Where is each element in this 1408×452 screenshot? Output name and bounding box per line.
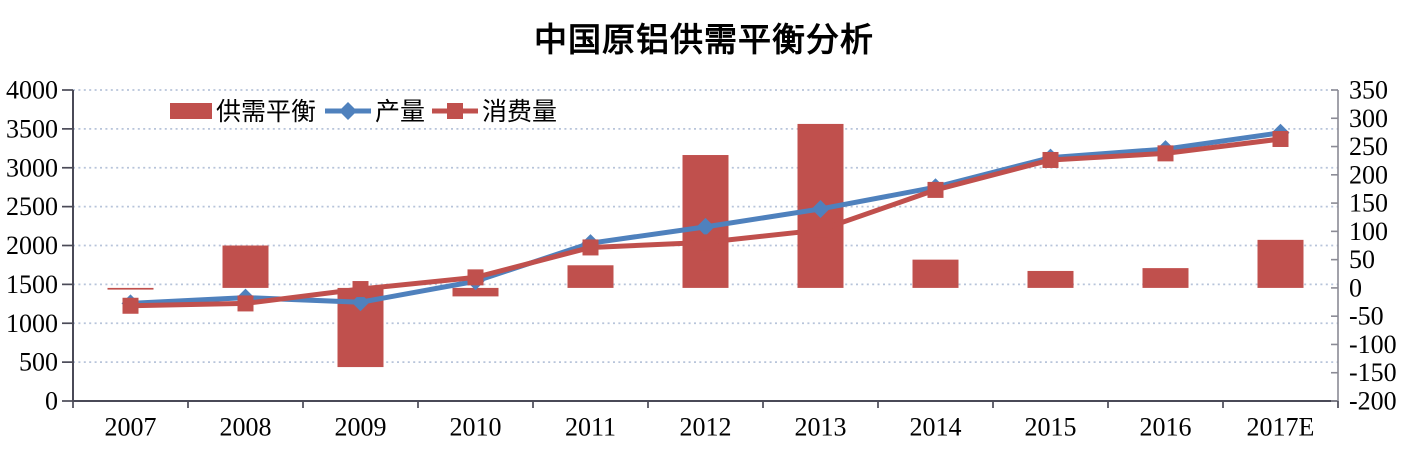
point-2012-marker-diamond [696, 217, 715, 236]
legend-label: 产量 [375, 98, 425, 126]
right-tick-label: -150 [1349, 358, 1397, 387]
right-tick-label: 100 [1349, 217, 1388, 246]
bar-2016 [1142, 268, 1189, 288]
left-tick-label: 2500 [6, 192, 58, 221]
bar-2011 [567, 265, 614, 288]
bar-2015 [1027, 270, 1074, 288]
right-tick-label: 0 [1349, 273, 1362, 302]
left-tick-label: 3000 [6, 153, 58, 182]
point-2013-marker-diamond [811, 199, 830, 218]
point-2015-marker-square [1042, 151, 1059, 168]
right-tick-label: 50 [1349, 245, 1375, 274]
bar-series-供需平衡 [107, 123, 1304, 368]
right-tick-label: 150 [1349, 189, 1388, 218]
left-tick-label: 500 [19, 348, 58, 377]
right-tick-label: 350 [1349, 76, 1388, 105]
line-series-消费量 [122, 130, 1289, 314]
right-tick-label: -50 [1349, 302, 1384, 331]
left-tick-label: 2000 [6, 231, 58, 260]
legend-item-产量: 产量 [325, 98, 425, 126]
left-tick-label: 4000 [6, 76, 58, 105]
point-2008-marker-square [237, 295, 254, 312]
legend-bar-swatch [170, 103, 212, 119]
legend-marker-diamond [339, 102, 357, 120]
x-category-label: 2009 [335, 413, 387, 442]
point-2011-marker-square [582, 239, 599, 256]
point-2012-marker-square [697, 234, 714, 251]
point-2010-marker-square [467, 269, 484, 286]
chart-title: 中国原铝供需平衡分析 [534, 21, 874, 58]
left-axis-ticks: 0 500 1000 1500 2000 2500 3000 3500 4000 [6, 76, 73, 416]
x-category-label: 2010 [450, 413, 502, 442]
bar-2017E [1257, 239, 1304, 288]
point-2007-marker-square [122, 297, 139, 314]
point-2016-marker-square [1157, 145, 1174, 162]
x-category-label: 2013 [795, 413, 847, 442]
x-category-label: 2011 [565, 413, 616, 442]
left-tick-label: 1500 [6, 270, 58, 299]
point-2013-marker-square [812, 221, 829, 238]
point-2009-marker-diamond [351, 293, 370, 312]
x-category-label: 2008 [220, 413, 272, 442]
point-2009-marker-square [352, 281, 369, 298]
x-category-label: 2017E [1247, 413, 1315, 442]
point-2017E-marker-square [1272, 130, 1289, 147]
bar-2014 [912, 259, 959, 288]
right-tick-label: -200 [1349, 387, 1397, 416]
right-tick-label: 300 [1349, 104, 1388, 133]
x-axis-ticks: 2007 2008 2009 2010 2011 2012 2013 2014 2015 2016… [72, 401, 1339, 442]
x-category-label: 2007 [105, 413, 157, 442]
x-category-label: 2016 [1140, 413, 1192, 442]
legend-label: 供需平衡 [216, 98, 316, 126]
legend: 供需平衡 产量 消费量 [170, 98, 557, 126]
point-2014-marker-square [927, 181, 944, 198]
legend-marker-square [447, 103, 463, 119]
right-tick-label: 200 [1349, 160, 1388, 189]
x-category-label: 2015 [1025, 413, 1077, 442]
x-category-label: 2014 [910, 413, 962, 442]
legend-item-消费量: 消费量 [432, 98, 557, 126]
left-tick-label: 1000 [6, 309, 58, 338]
bar-2008 [222, 245, 269, 288]
right-tick-label: -100 [1349, 330, 1397, 359]
bar-2007 [107, 287, 154, 290]
left-tick-label: 3500 [6, 114, 58, 143]
bar-2010 [452, 287, 499, 297]
x-category-label: 2012 [680, 413, 732, 442]
legend-label: 消费量 [482, 98, 557, 126]
left-tick-label: 0 [45, 387, 58, 416]
right-tick-label: 250 [1349, 132, 1388, 161]
legend-item-供需平衡: 供需平衡 [170, 98, 316, 126]
